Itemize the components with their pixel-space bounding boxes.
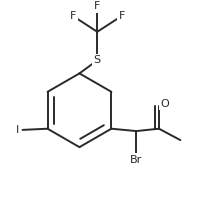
Text: O: O — [160, 99, 169, 109]
Text: F: F — [94, 1, 100, 11]
Text: I: I — [16, 125, 19, 135]
Text: Br: Br — [130, 155, 143, 165]
Text: F: F — [119, 11, 125, 21]
Text: F: F — [70, 11, 76, 21]
Text: S: S — [94, 55, 101, 65]
